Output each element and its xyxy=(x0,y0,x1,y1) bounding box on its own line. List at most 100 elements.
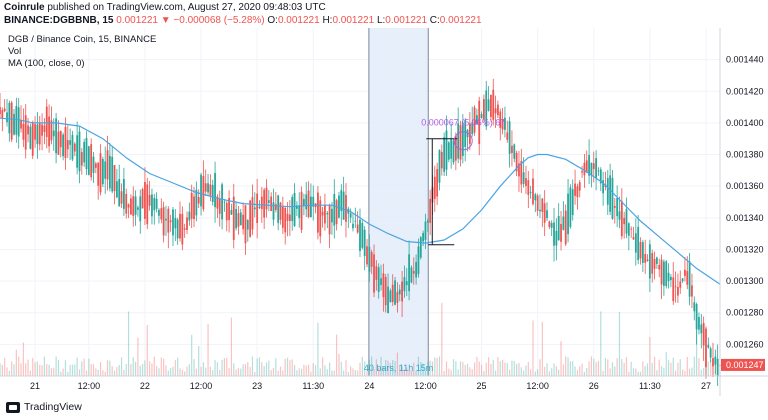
candle-body xyxy=(627,223,630,236)
candle-body xyxy=(707,344,710,348)
volume-bar xyxy=(158,368,160,376)
candle-body xyxy=(326,212,329,215)
candle-body xyxy=(200,174,202,207)
candle-body xyxy=(445,130,448,170)
candle-body xyxy=(585,160,588,173)
volume-bar xyxy=(462,362,464,376)
volume-bar xyxy=(455,361,457,376)
candle-body xyxy=(550,222,553,228)
candle-body xyxy=(520,161,523,185)
candle-body xyxy=(137,207,139,210)
volume-bar xyxy=(275,358,277,376)
chart-legend: DGB / Binance Coin, 15, BINANCE Vol MA (… xyxy=(8,34,156,70)
volume-bar xyxy=(97,369,99,376)
candle-body xyxy=(688,261,691,297)
volume-bar xyxy=(195,368,197,376)
candle-body xyxy=(366,246,368,265)
volume-bar xyxy=(333,370,335,376)
candle-body xyxy=(167,208,170,233)
volume-bar xyxy=(193,359,195,376)
volume-bar xyxy=(660,366,663,376)
volume-bar xyxy=(25,363,27,376)
candle-body xyxy=(433,176,436,199)
candle-body xyxy=(543,203,546,223)
volume-bar xyxy=(214,360,216,376)
volume-bar xyxy=(656,370,658,376)
candle-body xyxy=(319,200,322,237)
volume-bar xyxy=(532,320,534,376)
volume-bar xyxy=(296,370,298,376)
candle-body xyxy=(29,126,32,149)
volume-bar xyxy=(485,362,487,376)
volume-bar xyxy=(317,322,319,376)
candle-body xyxy=(172,209,174,236)
candle-body xyxy=(389,290,392,303)
candle-body xyxy=(480,114,483,119)
candle-body xyxy=(508,121,511,154)
volume-bar xyxy=(321,357,324,376)
candle-body xyxy=(97,162,100,186)
candle-body xyxy=(174,217,177,229)
volume-bar xyxy=(588,361,590,376)
y-tick-label: 0.001340 xyxy=(726,213,764,223)
candle-body xyxy=(132,196,135,217)
volume-bar xyxy=(137,337,139,376)
candle-body xyxy=(218,199,221,214)
y-tick-label: 0.001360 xyxy=(726,181,764,191)
volume-bar xyxy=(261,362,263,376)
volume-bar xyxy=(284,358,286,376)
volume-bar xyxy=(597,360,600,376)
volume-bar xyxy=(43,356,46,376)
candle-body xyxy=(541,198,544,213)
volume-bar xyxy=(277,370,279,376)
candle-body xyxy=(653,258,656,269)
candle-body xyxy=(655,257,658,265)
candle-body xyxy=(457,123,460,159)
volume-bar xyxy=(53,367,55,376)
candle-body xyxy=(181,213,184,245)
low-value: 0.001221 xyxy=(385,15,428,26)
volume-bar xyxy=(511,360,513,376)
candle-body xyxy=(581,171,583,173)
candle-body xyxy=(118,179,121,207)
volume-bar xyxy=(60,371,62,376)
volume-bar xyxy=(441,302,443,376)
candle-body xyxy=(298,205,301,218)
candle-body xyxy=(251,197,254,230)
candle-body xyxy=(312,196,315,207)
candle-body xyxy=(31,122,34,156)
price-chart[interactable]: 0.000067 (5.06%) 67 40 bars, 11h 15m 0.001… xyxy=(0,28,768,400)
volume-bar xyxy=(319,368,321,376)
volume-bar xyxy=(373,369,375,376)
volume-bar xyxy=(18,356,20,376)
candle-body xyxy=(324,204,326,224)
volume-bar xyxy=(567,357,569,376)
candle-body xyxy=(513,144,516,159)
volume-bar xyxy=(667,360,670,376)
legend-volume: Vol xyxy=(8,46,22,57)
volume-bar xyxy=(130,364,132,376)
volume-bar xyxy=(184,371,186,376)
volume-bar xyxy=(55,356,57,376)
volume-bar xyxy=(394,361,396,376)
range-label: 40 bars, 11h 15m xyxy=(364,363,433,373)
volume-bar xyxy=(429,360,431,376)
candle-body xyxy=(408,254,410,292)
candle-body xyxy=(3,108,6,112)
candle-body xyxy=(302,199,305,206)
volume-bar xyxy=(574,366,576,376)
candle-body xyxy=(151,194,153,217)
candle-body xyxy=(485,90,488,127)
legend-moving-average: MA (100, close, 0) xyxy=(8,58,85,69)
volume-bar xyxy=(553,363,555,376)
volume-bar xyxy=(67,371,69,376)
candle-body xyxy=(576,186,579,198)
candle-body xyxy=(64,127,67,159)
x-tick-label: 21 xyxy=(30,381,40,391)
candle-body xyxy=(193,196,195,220)
candle-body xyxy=(277,195,280,223)
candle-body xyxy=(190,192,193,219)
volume-bar xyxy=(293,365,296,376)
volume-bar xyxy=(473,362,476,376)
volume-bar xyxy=(674,370,677,376)
